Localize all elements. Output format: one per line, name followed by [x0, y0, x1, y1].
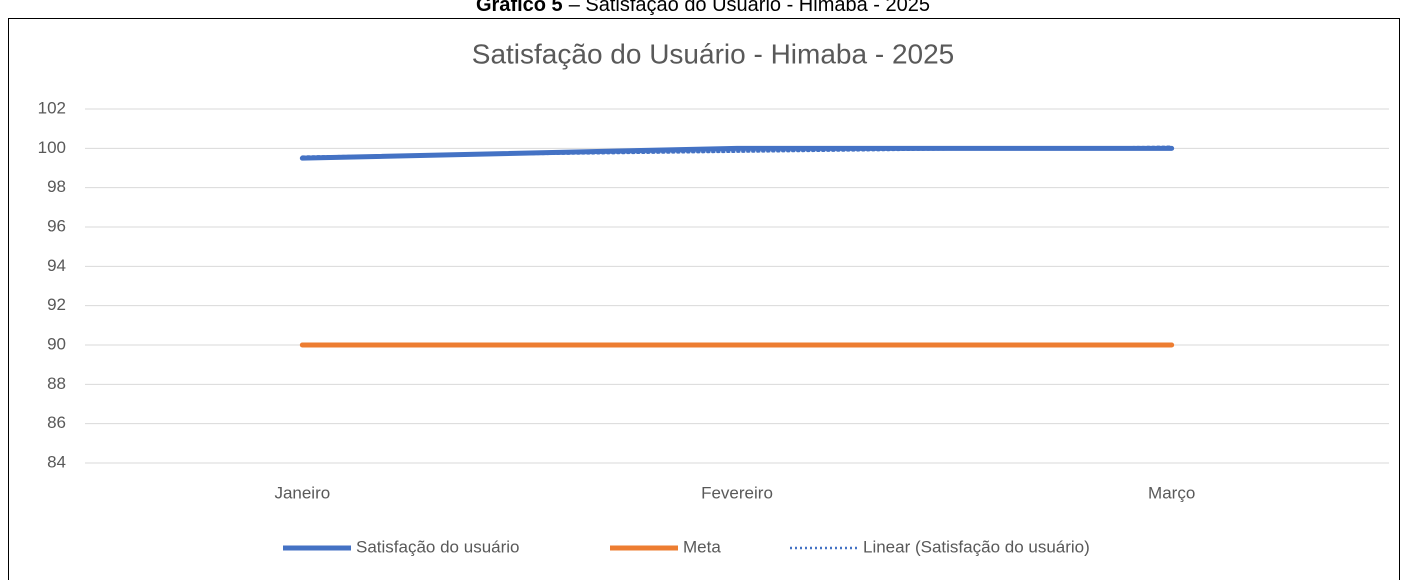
y-tick-label: 98: [47, 177, 66, 196]
legend-label: Satisfação do usuário: [356, 537, 520, 556]
x-tick-label: Março: [1148, 483, 1195, 502]
chart-border: [8, 18, 1400, 585]
y-tick-label: 100: [38, 138, 66, 157]
y-tick-label: 92: [47, 295, 66, 314]
series-line: [301, 145, 1173, 158]
caption: Gráfico 5 – Satisfação do Usuário - Himab…: [476, 0, 930, 16]
y-tick-label: 90: [47, 334, 66, 353]
caption-text: – Satisfação do Usuário - Himaba - 2025: [569, 0, 930, 16]
series-line: [299, 145, 1175, 161]
y-tick-label: 96: [47, 216, 66, 235]
caption-label: Gráfico 5: [476, 0, 563, 16]
legend-label: Linear (Satisfação do usuário): [863, 537, 1090, 556]
y-tick-label: 86: [47, 413, 66, 432]
y-tick-label: 102: [38, 98, 66, 117]
x-tick-label: Janeiro: [274, 483, 330, 502]
x-tick-label: Fevereiro: [701, 483, 773, 502]
legend-label: Meta: [683, 537, 721, 556]
chart-title: Satisfação do Usuário - Himaba - 2025: [472, 38, 954, 69]
y-tick-label: 84: [47, 452, 66, 471]
y-tick-label: 94: [47, 256, 66, 275]
y-tick-label: 88: [47, 374, 66, 393]
